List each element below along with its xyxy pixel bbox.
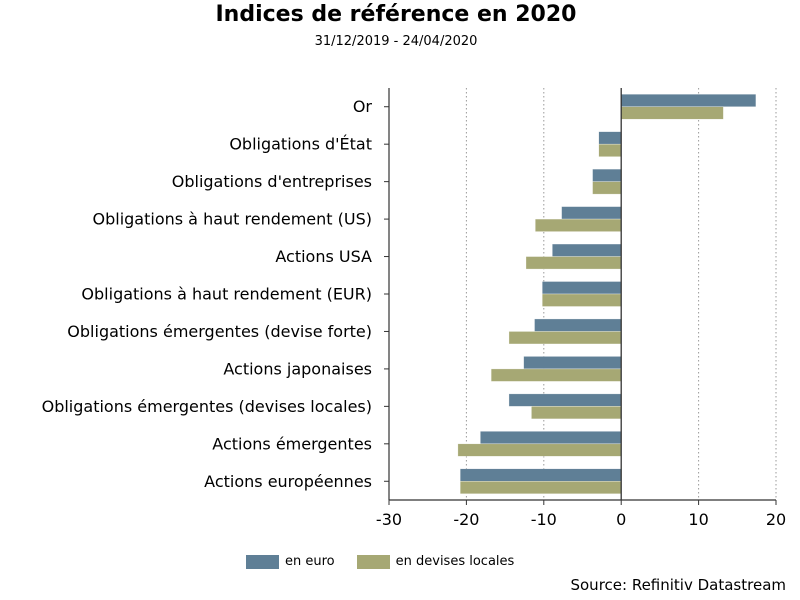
x-tick-label: 10 — [688, 510, 708, 529]
bar-local — [620, 106, 724, 120]
legend-item-local: en devises locales — [356, 554, 515, 569]
bar-euro — [542, 281, 622, 295]
bar-euro — [598, 131, 622, 145]
category-label: Obligations d'État — [229, 135, 372, 154]
bar-euro — [523, 356, 622, 370]
bar-euro — [620, 93, 757, 107]
category-label: Actions émergentes — [212, 434, 372, 453]
bar-euro — [508, 393, 622, 407]
category-label: Obligations à haut rendement (US) — [93, 210, 373, 229]
legend-label-euro: en euro — [285, 554, 335, 569]
x-tick-label: -20 — [453, 510, 479, 529]
bar-euro — [480, 431, 622, 445]
legend-label-local: en devises locales — [395, 554, 515, 569]
x-tick-label: 0 — [616, 510, 626, 529]
category-label: Actions européennes — [204, 472, 372, 491]
source-note: Source: Refinitiv Datastream — [570, 576, 786, 594]
bar-local — [542, 293, 622, 307]
x-tick-label: -10 — [531, 510, 557, 529]
x-tick-label: -30 — [376, 510, 402, 529]
bar-local — [598, 143, 622, 157]
bar-euro — [592, 168, 622, 182]
bar-euro — [561, 206, 622, 220]
bar-local — [490, 368, 622, 382]
category-label: Or — [353, 97, 373, 116]
bar-euro — [552, 243, 622, 257]
legend-swatch-local — [356, 554, 390, 569]
bar-local — [459, 481, 622, 495]
category-label: Obligations d'entreprises — [172, 172, 372, 191]
bar-local — [508, 331, 622, 345]
bar-local — [457, 443, 622, 457]
bar-euro — [534, 318, 622, 332]
chart-subtitle: 31/12/2019 - 24/04/2020 — [314, 34, 478, 49]
category-label: Obligations à haut rendement (EUR) — [81, 285, 372, 304]
legend: en euro en devises locales — [246, 554, 536, 569]
bar-local — [535, 218, 622, 232]
legend-item-euro: en euro — [246, 554, 335, 569]
x-tick-label: 20 — [766, 510, 786, 529]
category-label: Obligations émergentes (devise forte) — [67, 322, 372, 341]
legend-swatch-euro — [246, 554, 279, 569]
category-label: Actions japonaises — [223, 359, 372, 378]
bar-euro — [459, 468, 622, 482]
bar-local — [531, 406, 622, 420]
category-label: Obligations émergentes (devises locales) — [42, 397, 372, 416]
bar-local — [592, 181, 622, 195]
category-label: Actions USA — [275, 247, 372, 266]
bar-local — [525, 256, 622, 270]
chart-title: Indices de référence en 2020 — [215, 2, 577, 27]
